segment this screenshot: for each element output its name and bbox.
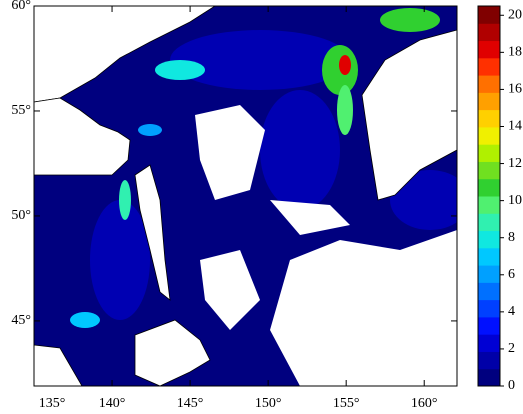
cloud-gaps — [195, 105, 457, 386]
colorbar-band — [478, 75, 500, 93]
x-tick-label: 160° — [411, 396, 438, 411]
colorbar-tick-label: 4 — [508, 304, 515, 319]
colorbar-tick-label: 16 — [508, 82, 522, 97]
y-tick-label: 50° — [11, 208, 31, 223]
colorbar-band — [478, 126, 500, 145]
colorbar-band — [478, 230, 500, 249]
x-tick-label: 155° — [333, 396, 360, 411]
colorbar-tick-label: 6 — [508, 267, 515, 282]
colorbar-band — [478, 265, 500, 283]
colorbar-tick-label: 14 — [508, 119, 522, 134]
colorbar-band — [478, 316, 500, 335]
colorbar-band — [478, 92, 500, 111]
colorbar-band — [478, 144, 500, 162]
colorbar-tick-label: 12 — [508, 156, 522, 171]
y-tick-label: 45° — [11, 313, 31, 328]
colorbar-band — [478, 40, 500, 59]
colorbar-band — [478, 247, 500, 266]
coastal-blooms — [70, 8, 440, 328]
colorbar-band — [478, 351, 500, 370]
colorbar-tick-label: 10 — [508, 193, 522, 208]
colorbar-frame — [477, 5, 501, 387]
colorbar-band — [478, 334, 500, 352]
colorbar-band — [478, 6, 500, 24]
y-tick-label: 55° — [11, 103, 31, 118]
map-frame — [33, 5, 458, 387]
colorbar-band — [478, 109, 500, 128]
colorbar-band — [478, 57, 500, 76]
x-tick-label: 150° — [255, 396, 282, 411]
colorbar-tick-label: 2 — [508, 341, 515, 356]
colorbar-band — [478, 213, 500, 232]
y-tick-label: 60° — [11, 0, 31, 13]
x-tick-label: 140° — [99, 396, 126, 411]
colorbar-tick-label: 8 — [508, 230, 515, 245]
colorbar-band — [478, 178, 500, 197]
x-tick-label: 135° — [39, 396, 66, 411]
data-patches — [90, 30, 457, 320]
colorbar-tick-label: 18 — [508, 45, 522, 60]
colorbar-tick-label: 0 — [508, 378, 515, 393]
colorbar-band — [478, 196, 500, 214]
colorbar-band — [478, 282, 500, 301]
colorbar-band — [478, 161, 500, 180]
x-tick-label: 145° — [177, 396, 204, 411]
colorbar-band — [478, 23, 500, 42]
colorbar-band — [478, 368, 500, 387]
colorbar-tick-label: 20 — [508, 7, 522, 22]
map-field — [34, 6, 457, 386]
colorbar — [478, 6, 500, 387]
colorbar-band — [478, 299, 500, 318]
land — [34, 6, 457, 386]
